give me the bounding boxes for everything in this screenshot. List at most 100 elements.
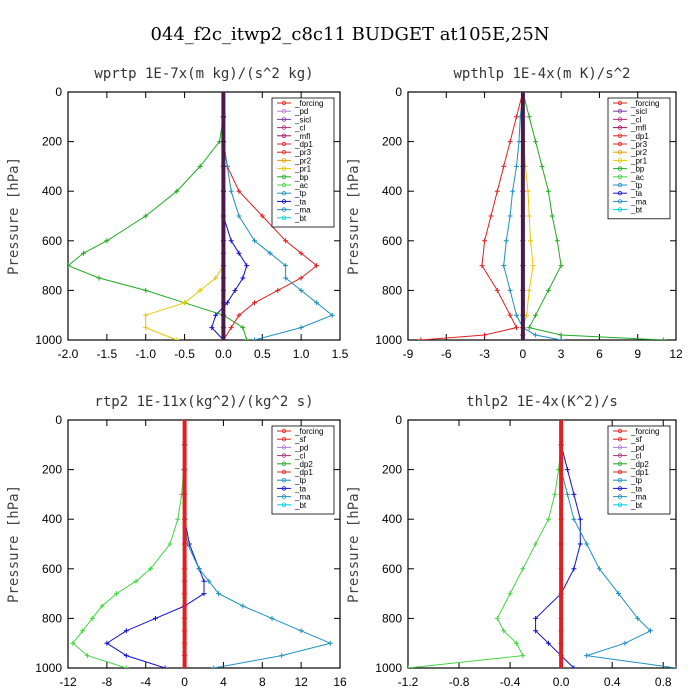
y-tick-label: 600 xyxy=(382,234,402,248)
legend-entry: _bt xyxy=(294,214,307,223)
data-point xyxy=(175,516,181,522)
data-point xyxy=(206,578,212,584)
y-tick-label: 800 xyxy=(42,283,62,297)
legend-marker xyxy=(617,478,623,483)
data-point xyxy=(558,491,564,497)
y-tick-label: 600 xyxy=(382,562,402,576)
data-point xyxy=(220,250,226,256)
data-point xyxy=(123,665,129,668)
x-tick-label: 9 xyxy=(634,347,641,361)
legend-marker xyxy=(281,494,287,499)
legend-entry: _sicl xyxy=(630,107,647,116)
data-point xyxy=(565,491,571,497)
legend-marker xyxy=(617,125,623,130)
legend-marker xyxy=(281,461,287,466)
data-point xyxy=(329,312,335,318)
data-point xyxy=(520,163,526,169)
x-tick-label: -0.5 xyxy=(174,347,195,361)
legend-entry: _pr2 xyxy=(630,148,648,157)
data-point xyxy=(298,628,304,634)
legend-entry: _pd xyxy=(294,107,308,116)
data-point xyxy=(513,163,519,169)
y-tick-label: 800 xyxy=(382,283,402,297)
legend-entry: _ma xyxy=(630,197,647,206)
panel-title: wpthlp 1E-4x(m K)/s^2 xyxy=(453,66,630,82)
data-point xyxy=(565,467,571,473)
data-point xyxy=(520,114,526,120)
legend-entry: _sf xyxy=(630,435,642,444)
data-point xyxy=(220,325,226,331)
data-point xyxy=(622,640,628,646)
data-point xyxy=(558,467,564,473)
data-point xyxy=(182,420,188,423)
data-point xyxy=(526,325,532,331)
legend-entry: _forcing xyxy=(630,427,659,436)
data-point xyxy=(482,332,488,338)
data-point xyxy=(197,287,203,293)
data-point xyxy=(520,325,526,331)
data-point xyxy=(584,653,590,659)
series-line-dp1 xyxy=(408,420,562,668)
data-point xyxy=(182,591,188,597)
legend-entry: _sf xyxy=(294,435,306,444)
legend-marker xyxy=(281,166,287,171)
data-point xyxy=(167,541,173,547)
data-point xyxy=(298,325,304,331)
x-tick-label: 0 xyxy=(520,347,527,361)
legend: _forcing_sicl_cl_mfl_dp1_pr3_pr2_pr1_bp_… xyxy=(607,97,671,220)
legend-marker xyxy=(617,445,623,450)
data-point xyxy=(70,640,76,646)
data-point xyxy=(96,275,102,281)
legend-entry: _mfl xyxy=(294,132,310,141)
data-point xyxy=(174,337,180,340)
legend-marker xyxy=(617,100,623,106)
data-point xyxy=(558,566,564,572)
y-tick-label: 200 xyxy=(382,135,402,149)
data-point xyxy=(143,312,149,318)
data-point xyxy=(513,312,519,318)
panel-3: rtp2 1E-11x(kg^2)/(kg^2 s) 0 200 400 600 800 1… xyxy=(6,394,347,689)
legend-entry: _dp2 xyxy=(630,460,649,469)
data-point xyxy=(488,213,494,219)
y-tick-label: 600 xyxy=(42,234,62,248)
data-point xyxy=(152,615,158,621)
legend-marker xyxy=(617,182,623,188)
x-tick-label: 3 xyxy=(558,347,565,361)
legend-marker xyxy=(281,125,287,130)
y-tick-label: 800 xyxy=(42,611,62,625)
data-point xyxy=(148,566,154,572)
y-tick-label: 0 xyxy=(395,413,402,427)
y-tick-label: 200 xyxy=(42,135,62,149)
legend-marker xyxy=(281,117,287,122)
data-point xyxy=(520,238,526,244)
panel-title: thlp2 1E-4x(K^2)/s xyxy=(466,394,618,410)
legend-marker xyxy=(281,174,287,179)
data-point xyxy=(507,213,513,219)
data-point xyxy=(283,275,289,281)
data-point xyxy=(182,467,188,473)
data-point xyxy=(507,591,513,597)
data-point xyxy=(143,325,149,331)
plot-area xyxy=(408,420,676,668)
data-point xyxy=(209,325,215,331)
legend-entry: _ma xyxy=(294,206,311,215)
data-point xyxy=(494,287,500,293)
legend-marker xyxy=(617,494,623,499)
x-tick-label: 16 xyxy=(333,675,347,689)
legend-entry: _pr1 xyxy=(630,156,648,165)
data-point xyxy=(267,250,273,256)
data-point xyxy=(283,263,289,269)
data-point xyxy=(558,337,564,340)
data-point xyxy=(533,332,539,338)
legend-entry: _ta xyxy=(294,197,307,206)
x-tick-label: 0.0 xyxy=(553,675,570,689)
data-point xyxy=(520,337,526,340)
legend-entry: _tp xyxy=(630,476,643,485)
legend-marker xyxy=(617,108,623,114)
data-point xyxy=(182,628,188,634)
legend-box xyxy=(271,425,335,515)
data-point xyxy=(182,640,188,646)
legend-marker xyxy=(281,100,287,106)
plot-frame xyxy=(67,419,341,669)
legend-entry: _tp xyxy=(294,476,307,485)
